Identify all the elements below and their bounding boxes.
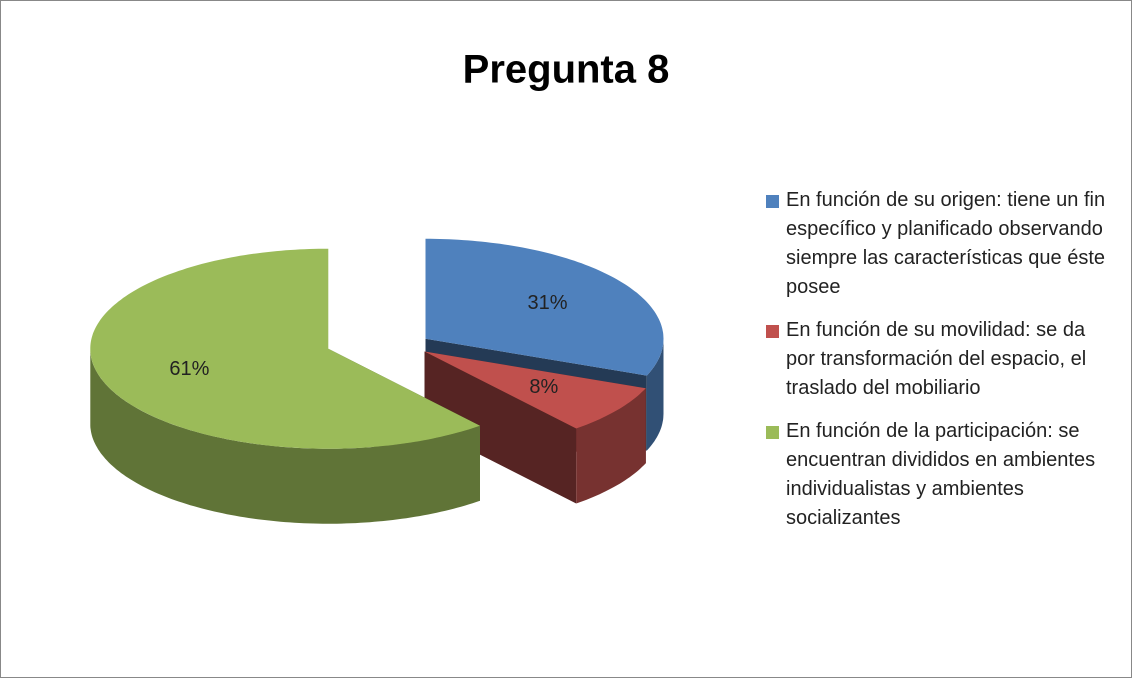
legend: En función de su origen: tiene un fin es… — [766, 186, 1116, 547]
legend-label: En función de su origen: tiene un fin es… — [786, 189, 1106, 298]
slice-outer-wall — [90, 348, 481, 524]
legend-swatch — [766, 426, 779, 439]
legend-label: En función de la participación: se encue… — [786, 420, 1096, 529]
slice-radial-wall — [424, 351, 577, 504]
slice-outer-wall — [576, 388, 646, 504]
legend-swatch — [766, 325, 779, 338]
pie-slice — [425, 238, 664, 376]
slice-tops — [90, 238, 664, 449]
data-label: 31% — [528, 292, 568, 314]
pie-slice — [90, 248, 481, 449]
legend-entry: En función de su movilidad: se da por tr… — [766, 316, 1116, 403]
legend-entry: En función de su origen: tiene un fin es… — [766, 186, 1116, 302]
chart-title: Pregunta 8 — [463, 48, 670, 92]
data-label: 61% — [169, 358, 209, 380]
slice-outer-wall — [646, 338, 664, 451]
legend-swatch — [766, 195, 779, 208]
pie-slice — [424, 351, 646, 429]
legend-entry: En función de la participación: se encue… — [766, 417, 1116, 533]
legend-label: En función de su movilidad: se da por tr… — [786, 319, 1087, 399]
data-label: 8% — [529, 376, 558, 398]
